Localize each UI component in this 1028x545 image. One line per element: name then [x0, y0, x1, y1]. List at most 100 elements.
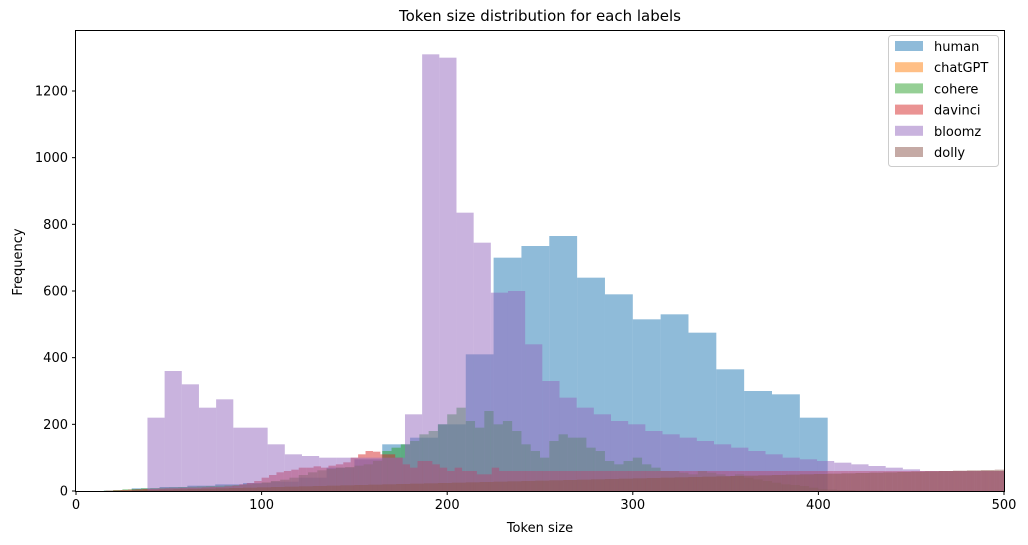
- bar-dolly: [516, 481, 522, 491]
- bar-dolly: [577, 479, 582, 491]
- bar-dolly: [762, 475, 768, 491]
- bar-dolly: [400, 484, 406, 491]
- bar-bloomz: [490, 292, 508, 491]
- bar-dolly: [660, 477, 666, 491]
- bar-dolly: [354, 485, 360, 491]
- bar-dolly: [335, 485, 341, 491]
- bar-dolly: [437, 483, 443, 491]
- bar-dolly: [502, 481, 508, 491]
- bar-bloomz: [267, 444, 285, 491]
- bar-dolly: [878, 472, 884, 491]
- bar-dolly: [410, 483, 415, 491]
- bar-dolly: [270, 487, 276, 491]
- bar-davinci: [135, 489, 143, 491]
- legend-label-dolly: dolly: [934, 146, 965, 161]
- bar-dolly: [345, 485, 350, 491]
- bar-dolly: [901, 472, 907, 491]
- bar-dolly: [990, 470, 995, 491]
- y-axis-label: Frequency: [11, 228, 26, 295]
- bar-dolly: [488, 482, 494, 491]
- bar-dolly: [465, 482, 471, 491]
- bar-dolly: [159, 489, 165, 491]
- bar-dolly: [943, 471, 949, 491]
- bar-dolly: [261, 487, 267, 491]
- bar-dolly: [586, 479, 592, 491]
- bar-dolly: [836, 473, 842, 491]
- bar-dolly: [475, 482, 480, 491]
- bar-dolly: [136, 490, 141, 491]
- bar-dolly: [994, 469, 1000, 491]
- bar-bloomz: [593, 414, 611, 491]
- bar-dolly: [591, 479, 596, 491]
- chart-title: Token size distribution for each labels: [398, 7, 681, 25]
- bar-dolly: [665, 477, 670, 491]
- bar-dolly: [799, 474, 805, 491]
- bar-dolly: [308, 486, 313, 491]
- bar-dolly: [929, 471, 935, 491]
- bar-dolly: [651, 478, 656, 491]
- bar-dolly: [971, 470, 977, 491]
- bar-dolly: [456, 482, 462, 491]
- bar-bloomz: [404, 414, 423, 491]
- bar-dolly: [883, 472, 888, 491]
- bar-dolly: [776, 475, 782, 491]
- bar-bloomz: [439, 57, 457, 492]
- bar-dolly: [419, 483, 424, 491]
- bar-dolly: [827, 473, 833, 491]
- bar-dolly: [711, 476, 717, 491]
- bar-dolly: [359, 485, 364, 491]
- y-tick-label: 800: [43, 218, 68, 233]
- bar-dolly: [229, 488, 234, 491]
- bar-dolly: [479, 482, 485, 491]
- bar-bloomz: [147, 417, 165, 491]
- legend-swatch-cohere: [895, 83, 923, 94]
- bar-dolly: [869, 472, 875, 491]
- bar-dolly: [558, 480, 564, 491]
- bar-dolly: [493, 481, 499, 491]
- bar-dolly: [952, 470, 958, 491]
- bar-bloomz: [284, 454, 302, 491]
- bar-dolly: [507, 481, 513, 491]
- bar-dolly: [748, 475, 754, 491]
- series-bloomz: [147, 54, 1004, 492]
- bar-dolly: [790, 474, 796, 491]
- bar-dolly: [284, 486, 290, 491]
- bar-dolly: [372, 484, 378, 491]
- bar-dolly: [563, 480, 568, 491]
- legend-label-cohere: cohere: [934, 82, 978, 97]
- y-tick-label: 1000: [35, 151, 68, 166]
- bar-dolly: [623, 478, 629, 491]
- bar-dolly: [614, 479, 619, 491]
- bar-dolly: [707, 476, 712, 491]
- bar-dolly: [915, 471, 921, 491]
- bars-layer: [103, 54, 1004, 492]
- legend-swatch-chatgpt: [895, 62, 923, 73]
- bar-dolly: [846, 473, 851, 491]
- bar-dolly: [187, 489, 192, 491]
- legend-label-chatgpt: chatGPT: [934, 61, 988, 76]
- bar-dolly: [567, 480, 573, 491]
- bar-dolly: [804, 474, 810, 491]
- x-axis-label: Token size: [506, 521, 573, 536]
- bar-dolly: [549, 480, 554, 491]
- bar-bloomz: [233, 427, 251, 491]
- bar-dolly: [540, 480, 545, 491]
- bar-bloomz: [576, 407, 594, 491]
- bar-dolly: [628, 478, 633, 491]
- bar-dolly: [920, 471, 926, 491]
- bar-dolly: [530, 481, 536, 491]
- bar-dolly: [414, 483, 420, 491]
- legend-swatch-bloomz: [895, 125, 923, 136]
- bar-dolly: [340, 485, 346, 491]
- bar-dolly: [233, 488, 239, 491]
- bar-dolly: [303, 486, 308, 491]
- bar-dolly: [595, 479, 601, 491]
- bar-dolly: [906, 472, 912, 491]
- bar-dolly: [205, 488, 211, 491]
- bar-bloomz: [456, 212, 474, 492]
- bar-dolly: [948, 471, 953, 491]
- bar-dolly: [164, 489, 169, 491]
- bar-dolly: [150, 490, 155, 491]
- bar-bloomz: [164, 371, 182, 491]
